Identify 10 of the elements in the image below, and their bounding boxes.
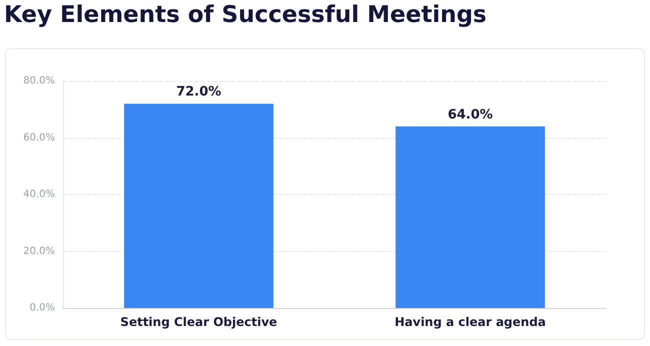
chart-title: Key Elements of Successful Meetings (4, 2, 487, 28)
y-tick-label: 80.0% (23, 76, 55, 86)
y-tick-label: 60.0% (23, 132, 55, 144)
y-tick-label: 0.0% (30, 302, 55, 314)
data-label: 64.0% (448, 107, 493, 122)
y-tick-label: 20.0% (23, 246, 55, 257)
y-tick-label: 40.0% (23, 189, 55, 200)
data-label: 72.0% (176, 84, 222, 100)
x-tick-label: Having a clear agenda (394, 315, 546, 329)
x-tick-label: Setting Clear Objective (120, 315, 278, 329)
